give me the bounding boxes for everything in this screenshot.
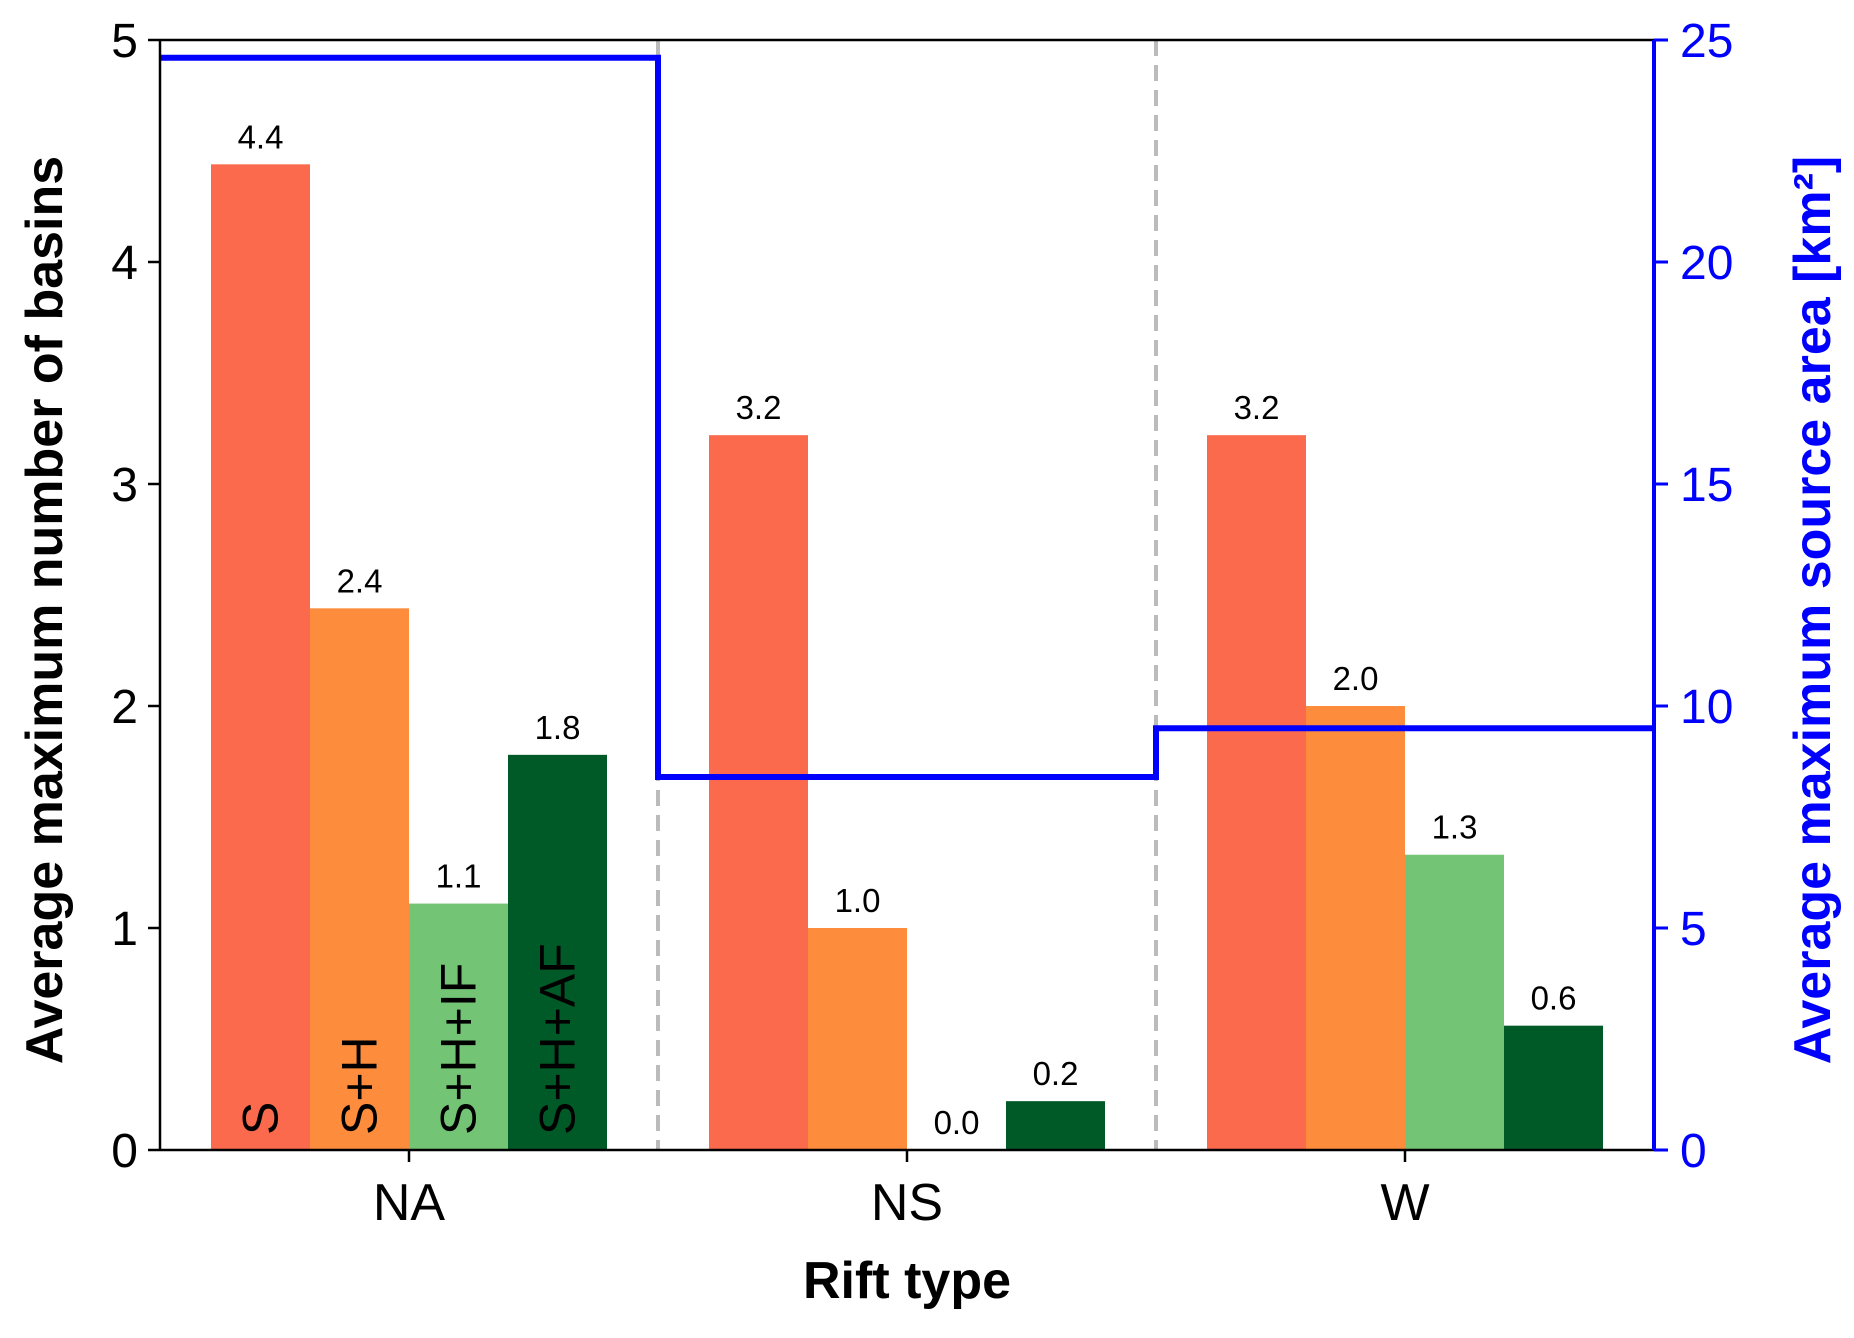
bar-ns-s-h-af xyxy=(1006,1101,1105,1150)
x-axis-title: Rift type xyxy=(803,1252,1011,1310)
bar-na-s-h-if xyxy=(409,903,508,1150)
bar-na-s xyxy=(211,164,310,1150)
series-label-s-h-af: S+H+AF xyxy=(530,943,586,1135)
data-label-w-s-h-if: 1.3 xyxy=(1432,809,1478,846)
y-tick-label: 0 xyxy=(111,1125,138,1178)
bar-w-s-h xyxy=(1306,706,1405,1150)
y2-tick-label: 10 xyxy=(1680,681,1733,734)
x-tick-label-ns: NS xyxy=(871,1174,943,1232)
y2-tick-label: 15 xyxy=(1680,459,1733,512)
data-label-na-s-h-if: 1.1 xyxy=(436,858,482,895)
y2-axis-title: Average maximum source area [km²] xyxy=(1784,156,1842,1064)
y-tick-label: 1 xyxy=(111,903,138,956)
y-tick-label: 3 xyxy=(111,459,138,512)
data-label-ns-s-h-af: 0.2 xyxy=(1033,1055,1079,1092)
bar-na-s-h-af xyxy=(508,754,607,1150)
bar-ns-s-h xyxy=(808,928,907,1150)
bar-na-s-h xyxy=(310,608,409,1150)
y-axis-title: Average maximum number of basins xyxy=(16,156,74,1064)
y2-tick-label: 25 xyxy=(1680,15,1733,68)
data-label-w-s-h-af: 0.6 xyxy=(1531,980,1577,1017)
y2-tick-label: 0 xyxy=(1680,1125,1707,1178)
axis-titles-layer: Rift type Average maximum number of basin… xyxy=(16,156,1842,1310)
series-label-s: S xyxy=(233,1102,289,1135)
data-labels-layer: 4.4 2.4 1.1 1.8 3.2 1.0 0.0 0.2 3.2 2.0 1.3 0.6 xyxy=(238,118,1577,1141)
ticks-layer: 0 1 2 3 4 5 0 5 10 15 20 25 NA NS W xyxy=(111,15,1733,1232)
bar-ns-s xyxy=(709,435,808,1150)
series-label-s-h-if: S+H+IF xyxy=(431,963,487,1135)
y2-tick-label: 5 xyxy=(1680,903,1707,956)
data-label-na-s: 4.4 xyxy=(238,118,284,155)
source-area-step-layer xyxy=(160,54,1654,781)
y-tick-label: 2 xyxy=(111,681,138,734)
bar-w-s-h-if xyxy=(1405,854,1504,1150)
data-label-w-s: 3.2 xyxy=(1234,389,1280,426)
data-label-ns-s-h-if: 0.0 xyxy=(934,1104,980,1141)
source-area-step-line xyxy=(160,54,1654,781)
data-label-w-s-h: 2.0 xyxy=(1333,660,1379,697)
series-label-s-h: S+H xyxy=(332,1036,388,1135)
y-tick-label: 4 xyxy=(111,237,138,290)
data-label-na-s-h-af: 1.8 xyxy=(535,709,581,746)
x-tick-label-w: W xyxy=(1380,1174,1429,1232)
y-tick-label: 5 xyxy=(111,15,138,68)
y2-tick-label: 20 xyxy=(1680,237,1733,290)
bars-layer xyxy=(211,164,1603,1150)
inside-bar-labels-layer: S S+H S+H+IF S+H+AF xyxy=(233,943,586,1135)
data-label-na-s-h: 2.4 xyxy=(337,562,383,599)
bar-w-s-h-af xyxy=(1504,1025,1603,1150)
data-label-ns-s: 3.2 xyxy=(736,389,782,426)
bar-w-s xyxy=(1207,435,1306,1150)
x-tick-label-na: NA xyxy=(373,1174,446,1232)
data-label-ns-s-h: 1.0 xyxy=(835,882,881,919)
